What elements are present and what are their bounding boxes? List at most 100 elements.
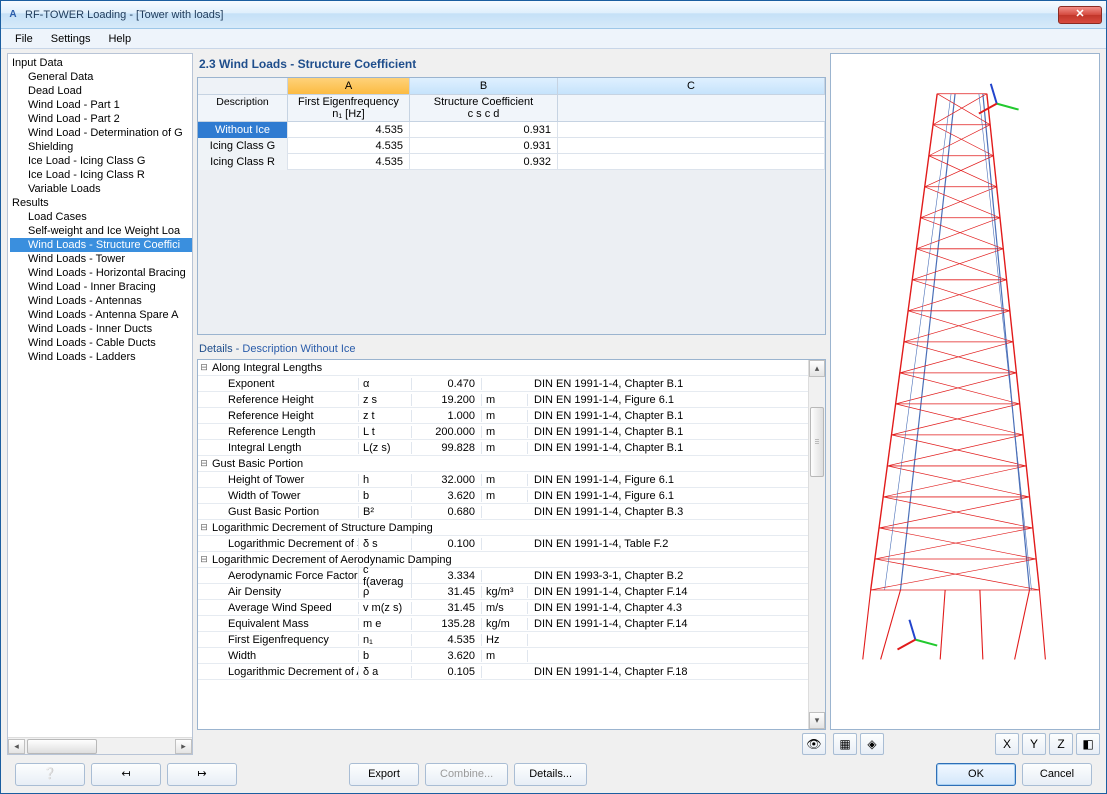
scroll-right-icon[interactable]: ▸ xyxy=(175,739,192,754)
details-row[interactable]: Reference Heightz t1.000mDIN EN 1991-1-4… xyxy=(198,408,808,424)
tree-item[interactable]: Wind Load - Part 2 xyxy=(10,112,192,126)
table-row[interactable]: Without Ice4.5350.931 xyxy=(198,122,825,138)
table-row[interactable]: Icing Class R4.5350.932 xyxy=(198,154,825,170)
details-row[interactable]: Equivalent Massm e135.28kg/mDIN EN 1991-… xyxy=(198,616,808,632)
coefficient-grid[interactable]: A B C Description First Eigenfrequencyn₁… xyxy=(197,77,826,335)
tree-section-input[interactable]: Input Data xyxy=(10,56,192,70)
scroll-down-icon[interactable]: ▾ xyxy=(809,712,825,729)
view-toggle-button[interactable]: 👁 xyxy=(802,733,826,755)
vscroll-thumb[interactable] xyxy=(810,407,824,477)
tree-item[interactable]: Ice Load - Icing Class R xyxy=(10,168,192,182)
detail-ref: DIN EN 1991-1-4, Chapter F.14 xyxy=(528,618,808,630)
tree-item[interactable]: Variable Loads xyxy=(10,182,192,196)
tree-item[interactable]: Wind Loads - Ladders xyxy=(10,350,192,364)
detail-ref: DIN EN 1991-1-4, Chapter B.1 xyxy=(528,426,808,438)
tree-item[interactable]: Wind Loads - Structure Coeffici xyxy=(10,238,192,252)
ok-button[interactable]: OK xyxy=(936,763,1016,786)
help-button[interactable]: ❔ xyxy=(15,763,85,786)
navigator-tree[interactable]: Input DataGeneral DataDead LoadWind Load… xyxy=(7,53,193,755)
tree-item[interactable]: Load Cases xyxy=(10,210,192,224)
tree-item[interactable]: Wind Loads - Inner Ducts xyxy=(10,322,192,336)
detail-label: Logarithmic Decrement of S xyxy=(210,538,358,550)
row-desc: Icing Class R xyxy=(198,154,288,170)
collapse-icon[interactable]: ⊟ xyxy=(198,522,210,533)
details-section[interactable]: ⊟Gust Basic Portion xyxy=(198,456,808,472)
scroll-left-icon[interactable]: ◂ xyxy=(8,739,25,754)
table-row[interactable]: Icing Class G4.5350.931 xyxy=(198,138,825,154)
details-section[interactable]: ⊟Logarithmic Decrement of Aerodynamic Da… xyxy=(198,552,808,568)
detail-unit: kg/m³ xyxy=(482,586,528,598)
sidebar-hscrollbar[interactable]: ◂ ▸ xyxy=(8,737,192,754)
details-row[interactable]: Reference LengthL t200.000mDIN EN 1991-1… xyxy=(198,424,808,440)
cancel-button[interactable]: Cancel xyxy=(1022,763,1092,786)
details-row[interactable]: Widthb3.620m xyxy=(198,648,808,664)
model-viewer[interactable] xyxy=(830,53,1100,730)
details-vscrollbar[interactable]: ▴ ▾ xyxy=(808,360,825,729)
detail-symbol: n₁ xyxy=(358,634,412,646)
tree-item[interactable]: General Data xyxy=(10,70,192,84)
menu-file[interactable]: File xyxy=(7,31,41,47)
collapse-icon[interactable]: ⊟ xyxy=(198,362,210,373)
tree-item[interactable]: Wind Loads - Tower xyxy=(10,252,192,266)
details-row[interactable]: Width of Towerb3.620mDIN EN 1991-1-4, Fi… xyxy=(198,488,808,504)
tree-item[interactable]: Self-weight and Ice Weight Loa xyxy=(10,224,192,238)
col-letter-a[interactable]: A xyxy=(288,78,410,94)
details-row[interactable]: First Eigenfrequencyn₁4.535Hz xyxy=(198,632,808,648)
app-icon: A xyxy=(5,7,21,23)
detail-ref: DIN EN 1991-1-4, Chapter F.14 xyxy=(528,586,808,598)
menu-help[interactable]: Help xyxy=(100,31,139,47)
detail-unit: m xyxy=(482,490,528,502)
col-description xyxy=(198,78,288,94)
details-row[interactable]: Exponentα0.470DIN EN 1991-1-4, Chapter B… xyxy=(198,376,808,392)
tree-item[interactable]: Dead Load xyxy=(10,84,192,98)
detail-value: 31.45 xyxy=(412,586,482,598)
tree-section-results[interactable]: Results xyxy=(10,196,192,210)
tree-item[interactable]: Ice Load - Icing Class G xyxy=(10,154,192,168)
hscroll-thumb[interactable] xyxy=(27,739,97,754)
view-z-button[interactable]: Z xyxy=(1049,733,1073,755)
viewer-btn-2[interactable]: ◈ xyxy=(860,733,884,755)
details-row[interactable]: Height of Towerh32.000mDIN EN 1991-1-4, … xyxy=(198,472,808,488)
tree-item[interactable]: Shielding xyxy=(10,140,192,154)
export-button[interactable]: Export xyxy=(349,763,419,786)
details-row[interactable]: Average Wind Speedv m(z s)31.45m/sDIN EN… xyxy=(198,600,808,616)
details-section[interactable]: ⊟Along Integral Lengths xyxy=(198,360,808,376)
col-letter-c[interactable]: C xyxy=(558,78,825,94)
view-y-button[interactable]: Y xyxy=(1022,733,1046,755)
details-grid[interactable]: ⊟Along Integral LengthsExponentα0.470DIN… xyxy=(197,359,826,730)
details-button[interactable]: Details... xyxy=(514,763,587,786)
tree-item[interactable]: Wind Loads - Antennas xyxy=(10,294,192,308)
head-a: First Eigenfrequencyn₁ [Hz] xyxy=(288,95,410,121)
tree-item[interactable]: Wind Loads - Horizontal Bracing xyxy=(10,266,192,280)
tree-item[interactable]: Wind Loads - Cable Ducts xyxy=(10,336,192,350)
detail-symbol: z t xyxy=(358,410,412,422)
details-row[interactable]: Integral LengthL(z s)99.828mDIN EN 1991-… xyxy=(198,440,808,456)
details-row[interactable]: Aerodynamic Force Factorc f(averag3.334D… xyxy=(198,568,808,584)
row-desc: Without Ice xyxy=(198,122,288,138)
menu-settings[interactable]: Settings xyxy=(43,31,99,47)
scroll-up-icon[interactable]: ▴ xyxy=(809,360,825,377)
tree-item[interactable]: Wind Loads - Antenna Spare A xyxy=(10,308,192,322)
col-letter-b[interactable]: B xyxy=(410,78,558,94)
details-row[interactable]: Air Densityρ31.45kg/m³DIN EN 1991-1-4, C… xyxy=(198,584,808,600)
collapse-icon[interactable]: ⊟ xyxy=(198,458,210,469)
close-button[interactable] xyxy=(1058,6,1102,24)
details-row[interactable]: Logarithmic Decrement of Sδ s0.100DIN EN… xyxy=(198,536,808,552)
view-iso-button[interactable]: ◧ xyxy=(1076,733,1100,755)
tree-item[interactable]: Wind Load - Part 1 xyxy=(10,98,192,112)
detail-symbol: L t xyxy=(358,426,412,438)
bottom-bar: ❔ ↤ ↦ Export Combine... Details... OK Ca… xyxy=(1,755,1106,793)
combine-button[interactable]: Combine... xyxy=(425,763,508,786)
details-section[interactable]: ⊟Logarithmic Decrement of Structure Damp… xyxy=(198,520,808,536)
view-x-button[interactable]: X xyxy=(995,733,1019,755)
tree-item[interactable]: Wind Load - Inner Bracing xyxy=(10,280,192,294)
next-button[interactable]: ↦ xyxy=(167,763,237,786)
collapse-icon[interactable]: ⊟ xyxy=(198,554,210,565)
detail-label: Air Density xyxy=(210,586,358,598)
tree-item[interactable]: Wind Load - Determination of G xyxy=(10,126,192,140)
details-row[interactable]: Reference Heightz s19.200mDIN EN 1991-1-… xyxy=(198,392,808,408)
details-row[interactable]: Logarithmic Decrement of Aδ a0.105DIN EN… xyxy=(198,664,808,680)
prev-button[interactable]: ↤ xyxy=(91,763,161,786)
viewer-btn-1[interactable]: ▦ xyxy=(833,733,857,755)
details-row[interactable]: Gust Basic PortionB²0.680DIN EN 1991-1-4… xyxy=(198,504,808,520)
